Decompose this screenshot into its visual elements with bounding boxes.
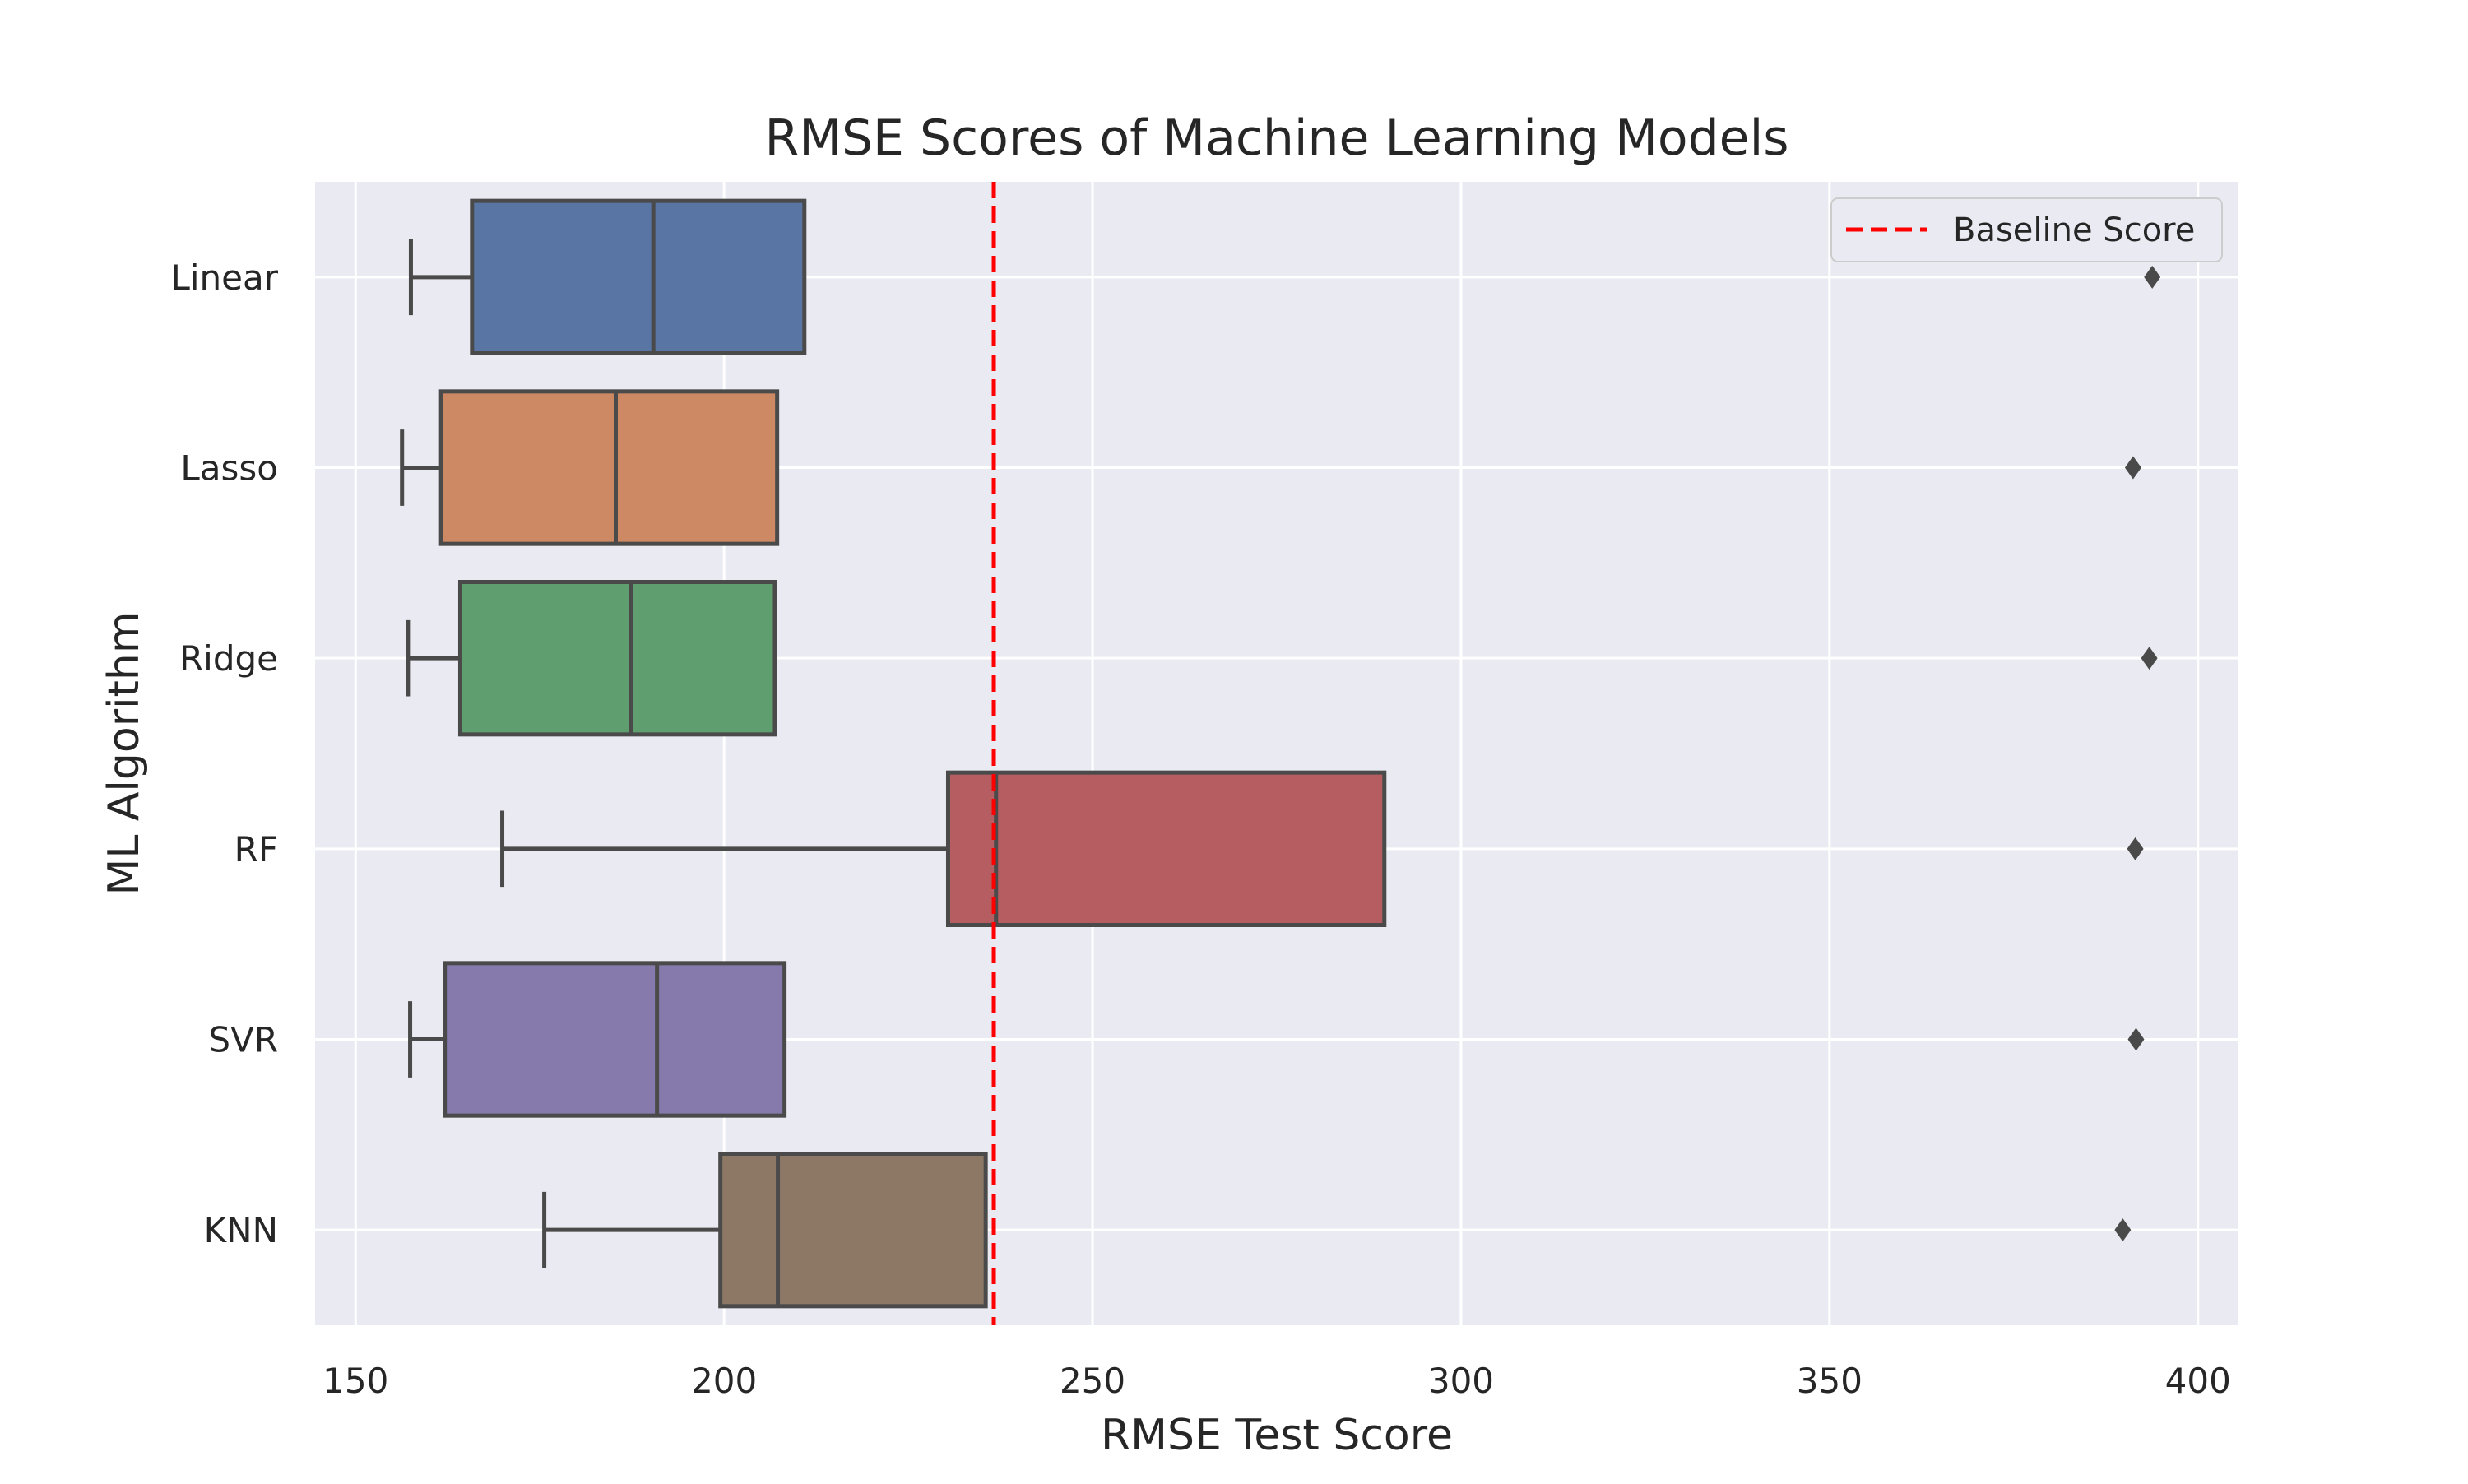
- x-tick-label: 400: [2165, 1361, 2231, 1401]
- box-linear: [470, 198, 807, 355]
- x-tick-label: 200: [691, 1361, 757, 1401]
- y-tick-label-linear: Linear: [170, 257, 278, 298]
- chart-title: RMSE Scores of Machine Learning Models: [765, 109, 1789, 167]
- box-group-lasso: [400, 389, 2141, 546]
- box-group-svr: [408, 961, 2145, 1118]
- plot-area: [315, 182, 2238, 1325]
- outlier-knn: [2114, 1218, 2132, 1242]
- outlier-svr: [2127, 1027, 2145, 1051]
- box-group-ridge: [406, 580, 2158, 737]
- x-axis-label: RMSE Test Score: [1101, 1411, 1453, 1460]
- y-tick-label-knn: KNN: [204, 1210, 278, 1250]
- y-axis-label: ML Algorithm: [100, 611, 149, 895]
- box-rf: [945, 770, 1387, 928]
- box-ridge: [457, 580, 777, 737]
- x-tick-labels: 150 200 250 300 350 400: [322, 1361, 2231, 1401]
- x-tick-label: 300: [1428, 1361, 1494, 1401]
- box-lasso: [438, 389, 780, 546]
- x-tick-label: 150: [322, 1361, 388, 1401]
- legend-box: [1830, 197, 2223, 262]
- box-group-rf: [500, 770, 2144, 928]
- box-group-linear: [408, 198, 2161, 355]
- y-tick-label-svr: SVR: [208, 1020, 278, 1060]
- outlier-ridge: [2141, 647, 2158, 670]
- y-tick-labels: Linear Lasso Ridge RF SVR KNN: [170, 257, 278, 1250]
- legend: Baseline Score: [1830, 197, 2223, 262]
- outlier-rf: [2127, 837, 2144, 860]
- y-tick-label-rf: RF: [234, 829, 278, 870]
- outlier-lasso: [2124, 456, 2141, 480]
- box-svr: [443, 961, 787, 1118]
- legend-baseline-label: Baseline Score: [1953, 211, 2195, 249]
- y-tick-label-ridge: Ridge: [179, 638, 278, 679]
- x-tick-label: 250: [1060, 1361, 1125, 1401]
- y-tick-label-lasso: Lasso: [180, 448, 278, 489]
- box-group-knn: [542, 1152, 2132, 1309]
- outlier-linear: [2144, 265, 2161, 289]
- x-tick-label: 350: [1797, 1361, 1863, 1401]
- box-knn: [718, 1152, 988, 1309]
- box-series: [400, 198, 2161, 1309]
